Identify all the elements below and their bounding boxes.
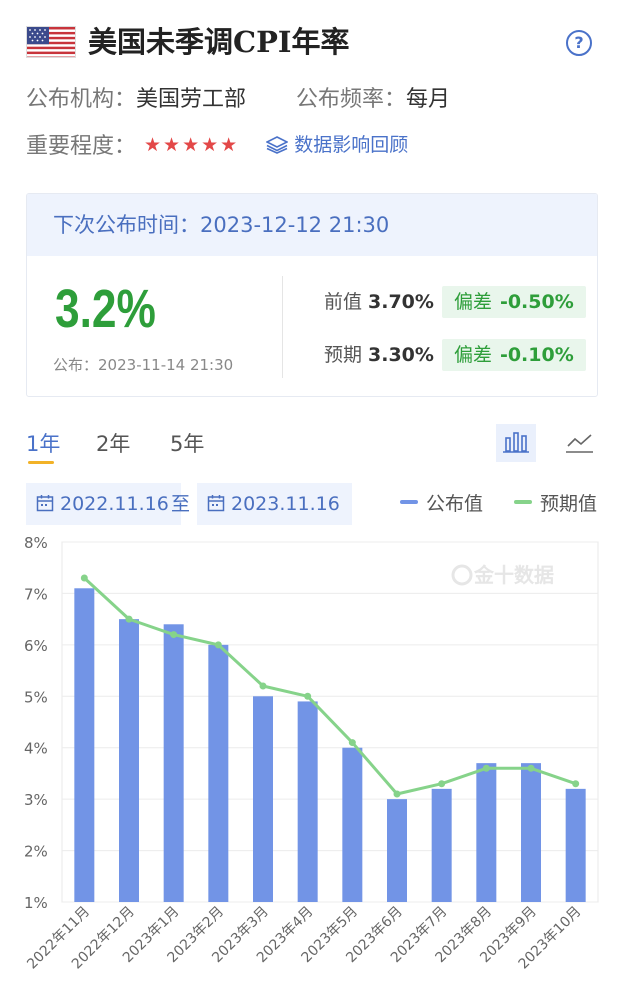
bar-1: [119, 619, 139, 902]
importance-label: 重要程度：: [26, 134, 137, 159]
forecast-point-6: [348, 739, 356, 747]
legend-actual: 公布值: [400, 491, 483, 517]
calendar-icon: [36, 495, 54, 512]
watermark: 金十数据: [473, 563, 554, 587]
forecast-value: 3.30%: [368, 344, 434, 366]
bar-11: [565, 788, 586, 902]
next-release-label: 下次公布时间：: [53, 213, 200, 237]
publisher-value: 美国劳工部: [136, 87, 247, 112]
data-review-label: 数据影响回顾: [294, 134, 409, 156]
forecast-label: 预期: [324, 344, 363, 366]
previous-value: 3.70%: [368, 291, 434, 313]
tab-1y[interactable]: 1年: [26, 432, 61, 456]
deviation-label: 偏差: [453, 344, 492, 366]
data-review-link[interactable]: 数据影响回顾: [266, 130, 408, 160]
release-card: 下次公布时间：2023-12-12 21:30 3.2% 公布：2023-11-…: [26, 193, 598, 397]
calendar-icon: [207, 495, 225, 512]
y-tick-label: 2%: [24, 843, 48, 861]
deviation-previous-badge: 偏差 -0.50%: [441, 286, 586, 318]
next-release-time: 2023-12-12 21:30: [200, 213, 390, 237]
frequency-label: 公布频率：: [296, 87, 407, 112]
legend-actual-swatch: [400, 500, 418, 504]
forecast-point-11: [572, 780, 580, 788]
start-date: 2022.11.16: [60, 493, 169, 515]
tab-2y[interactable]: 2年: [96, 432, 131, 456]
bar-7: [387, 799, 407, 902]
forecast-point-2: [170, 631, 178, 639]
y-tick-label: 3%: [24, 791, 48, 809]
deviation-forecast-badge: 偏差 -0.10%: [441, 339, 586, 371]
forecast-point-1: [125, 615, 133, 623]
plot-area: [61, 541, 599, 903]
end-date-picker[interactable]: 2023.11.16: [197, 483, 352, 525]
bar-6: [342, 747, 363, 902]
bar-3: [208, 644, 229, 902]
next-release-bar: 下次公布时间：2023-12-12 21:30: [27, 194, 597, 256]
published-label: 公布：: [53, 356, 99, 374]
layers-icon: [266, 136, 289, 154]
forecast-point-8: [438, 780, 446, 788]
forecast-point-5: [304, 692, 312, 700]
forecast-row: 预期 3.30% 偏差 -0.10%: [324, 339, 586, 371]
page-title: 美国未季调CPI年率: [88, 25, 350, 59]
forecast-point-4: [259, 682, 267, 690]
bar-4: [253, 696, 273, 902]
deviation-previous-value: -0.50%: [499, 291, 574, 313]
forecast-point-10: [527, 764, 535, 772]
bar-chart-icon: [503, 432, 529, 453]
legend-actual-label: 公布值: [426, 493, 484, 515]
header: 美国未季调CPI年率 ?: [26, 22, 598, 62]
y-tick-label: 5%: [24, 688, 48, 706]
bar-5: [297, 701, 318, 902]
divider: [282, 276, 283, 378]
forecast-point-9: [482, 764, 490, 772]
tab-5y[interactable]: 5年: [170, 432, 205, 456]
legend-forecast-swatch: [514, 500, 532, 504]
question-circle-icon[interactable]: ?: [566, 30, 592, 56]
legend-forecast-label: 预期值: [540, 493, 598, 515]
active-tab-indicator: [28, 461, 54, 464]
y-tick-label: 1%: [24, 894, 48, 912]
forecast-line: [83, 576, 577, 796]
period-tabs: 1年 2年 5年: [26, 424, 598, 468]
y-tick-label: 8%: [24, 534, 48, 552]
y-tick-label: 4%: [24, 740, 48, 758]
bar-2: [163, 624, 184, 902]
line-chart-icon: [566, 434, 593, 453]
us-flag-icon: [26, 26, 76, 58]
bar-9: [476, 763, 497, 902]
forecast-point-0: [80, 574, 88, 582]
bar-10: [521, 763, 541, 902]
published-time: 公布：2023-11-14 21:30: [53, 354, 233, 375]
bar-chart-toggle[interactable]: [496, 424, 536, 462]
previous-row: 前值 3.70% 偏差 -0.50%: [324, 286, 586, 318]
actual-value: 3.2%: [55, 279, 156, 339]
start-date-picker[interactable]: 2022.11.16: [26, 483, 181, 525]
bar-8: [431, 788, 452, 902]
bar-0: [74, 588, 95, 902]
publisher-label: 公布机构：: [26, 87, 137, 112]
range-separator: 至: [171, 493, 191, 515]
deviation-forecast-value: -0.10%: [499, 344, 574, 366]
forecast-point-7: [393, 790, 401, 798]
y-tick-label: 7%: [24, 585, 48, 603]
frequency-value: 每月: [406, 87, 451, 112]
cpi-chart: 1%2%3%4%5%6%7%8%金十数据2022年11月2022年12月2023…: [24, 534, 599, 972]
end-date: 2023.11.16: [231, 493, 340, 515]
forecast-point-3: [214, 641, 222, 649]
watermark-logo-icon: [451, 564, 473, 586]
line-chart-toggle[interactable]: [560, 424, 600, 462]
legend-forecast: 预期值: [514, 491, 597, 517]
info-row-publisher: 公布机构：美国劳工部 公布频率：每月: [26, 85, 450, 115]
deviation-label: 偏差: [453, 291, 492, 313]
info-row-importance: 重要程度： ★★★★★ 数据影响回顾: [26, 130, 408, 162]
published-time-value: 2023-11-14 21:30: [98, 356, 234, 374]
y-tick-label: 6%: [24, 637, 48, 655]
importance-stars: ★★★★★: [144, 134, 240, 156]
previous-label: 前值: [324, 291, 363, 313]
